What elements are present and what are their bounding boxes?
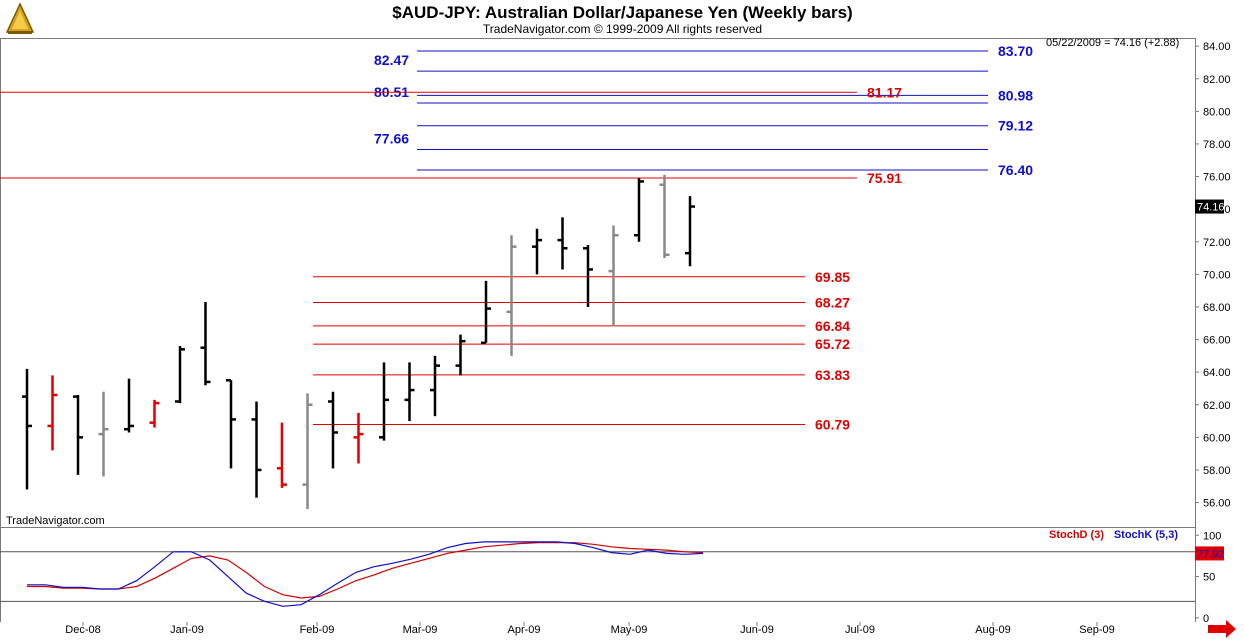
- time-axis-tick-label: May-09: [611, 624, 648, 636]
- ohlc-bar: [481, 280, 491, 345]
- time-axis-tick-label: Feb-09: [300, 624, 335, 636]
- ohlc-bar: [583, 245, 593, 307]
- ohlc-bar: [47, 375, 58, 451]
- time-axis: Dec-08 Jan-09 Feb-09 Mar-09 Apr-09 May-09 Jun-…: [65, 622, 1115, 636]
- price-axis: 56.00 58.00 60.00 62.00 64.00 66.00 68.00 70.00…: [1195, 41, 1231, 510]
- blue-level-label: 80.98: [998, 87, 1033, 103]
- ohlc-bar: [251, 401, 262, 498]
- ohlc-bar: [608, 225, 619, 327]
- ohlc-bar: [379, 362, 389, 441]
- ohlc-bar: [506, 235, 517, 356]
- blue-level-label: 82.47: [374, 52, 409, 68]
- price-panel-frame: [0, 38, 1196, 528]
- price-axis-tick-label: 82.00: [1203, 74, 1231, 86]
- blue-level-label: 79.12: [998, 118, 1033, 134]
- fibonacci-levels: 83.7082.4780.9880.5179.1277.6676.4081.17…: [0, 43, 1033, 432]
- ohlc-bar: [149, 399, 160, 428]
- watermark-text: TradeNavigator.com: [6, 515, 105, 527]
- ohlc-bar: [277, 422, 287, 488]
- chart-title: $AUD-JPY: Australian Dollar/Japanese Yen…: [392, 3, 853, 22]
- ohlc-bar: [430, 355, 440, 417]
- stochastic-last-label: 77.92: [1197, 548, 1225, 560]
- ohlc-bar: [659, 174, 670, 259]
- ohlc-bar: [685, 196, 695, 267]
- legend-stoch-k: StochK (5,3): [1114, 529, 1179, 541]
- price-axis-tick-label: 62.00: [1203, 400, 1231, 412]
- time-axis-tick-label: Aug-09: [975, 624, 1010, 636]
- stochastic-axis-tick-label: 100: [1203, 530, 1221, 542]
- ohlc-bar: [98, 391, 109, 477]
- ohlc-bar: [328, 391, 338, 469]
- ohlc-bar: [226, 379, 236, 469]
- time-axis-tick-label: Apr-09: [507, 624, 540, 636]
- time-axis-tick-label: Jun-09: [740, 624, 774, 636]
- stoch-k-line: [27, 541, 704, 607]
- last-price-marker: [1195, 199, 1224, 214]
- chart-header: $AUD-JPY: Australian Dollar/Japanese Yen…: [0, 0, 1245, 38]
- price-axis-tick-label: 70.00: [1203, 269, 1231, 281]
- ohlc-bar: [200, 302, 211, 386]
- ohlc-bar: [302, 393, 313, 510]
- ohlc-bar: [353, 412, 364, 464]
- red-level-label: 63.83: [815, 367, 850, 383]
- price-axis-tick-label: 60.00: [1203, 432, 1231, 444]
- time-axis-tick-label: Sep-09: [1079, 624, 1114, 636]
- blue-level-label: 76.40: [998, 162, 1033, 178]
- red-level-label: 66.84: [815, 318, 850, 334]
- red-level-label: 81.17: [867, 84, 902, 100]
- red-level-label: 68.27: [815, 295, 850, 311]
- ohlc-bar: [73, 394, 83, 475]
- ohlc-bar: [634, 178, 644, 242]
- price-axis-tick-label: 72.00: [1203, 237, 1231, 249]
- last-price-label: 74.16: [1197, 202, 1225, 214]
- price-axis-tick-label: 80.00: [1203, 106, 1231, 118]
- red-level-label: 69.85: [815, 269, 850, 285]
- ohlc-bar: [455, 334, 466, 376]
- price-axis-tick-label: 76.00: [1203, 172, 1231, 184]
- ohlc-bar: [175, 346, 185, 404]
- ohlc-bar: [124, 378, 134, 433]
- stochastic-panel: 0 50 100 77.92: [0, 530, 1225, 625]
- price-axis-tick-label: 64.00: [1203, 367, 1231, 379]
- ohlc-bars: [22, 174, 695, 510]
- scroll-right-arrow-icon[interactable]: [1208, 620, 1236, 638]
- ohlc-bar: [557, 217, 568, 270]
- price-axis-tick-label: 68.00: [1203, 302, 1231, 314]
- red-level-label: 60.79: [815, 416, 850, 432]
- chart-frames: [0, 38, 1245, 640]
- price-axis-tick-label: 56.00: [1203, 498, 1231, 510]
- last-bar-info: 05/22/2009 = 74.16 (+2.88): [1046, 37, 1179, 49]
- ohlc-bar: [404, 362, 415, 422]
- red-level-label: 65.72: [815, 336, 850, 352]
- stochastic-axis-tick-label: 0: [1203, 613, 1209, 625]
- stochastic-last-marker: [1195, 546, 1224, 561]
- price-axis-tick-label: 78.00: [1203, 139, 1231, 151]
- time-axis-background: [0, 622, 1245, 640]
- red-level-label: 75.91: [867, 170, 902, 186]
- stoch-d-line: [27, 542, 704, 599]
- stochastic-panel-frame: [0, 527, 1196, 623]
- ohlc-bar: [22, 368, 32, 490]
- time-axis-tick-label: Mar-09: [403, 624, 438, 636]
- price-axis-tick-label: 58.00: [1203, 465, 1231, 477]
- time-axis-tick-label: Dec-08: [65, 624, 100, 636]
- copyright-notice: TradeNavigator.com © 1999-2009 All right…: [482, 22, 763, 36]
- stochastic-axis-tick-label: 50: [1203, 572, 1215, 584]
- price-axis-tick-label: 84.00: [1203, 41, 1231, 53]
- legend-stoch-d: StochD (3): [1049, 529, 1104, 541]
- time-axis-tick-label: Jan-09: [170, 624, 204, 636]
- trade-navigator-logo-icon: [3, 2, 37, 36]
- ohlc-bar: [532, 228, 542, 275]
- price-axis-tick-label: 66.00: [1203, 335, 1231, 347]
- time-axis-tick-label: Jul-09: [845, 624, 875, 636]
- blue-level-label: 83.70: [998, 43, 1033, 59]
- blue-level-label: 77.66: [374, 130, 409, 146]
